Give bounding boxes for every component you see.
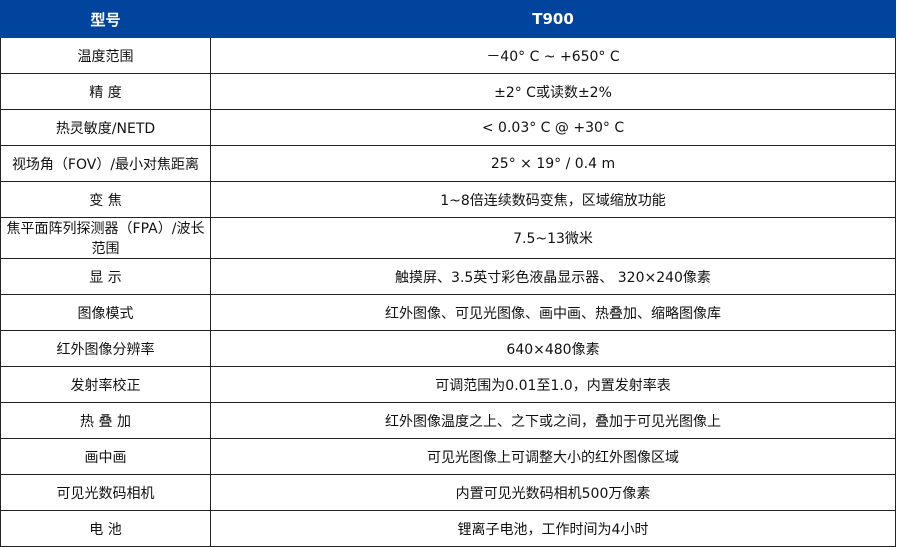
header-label: 型号 — [0, 0, 211, 38]
table-row: 红外图像分辨率 640×480像素 — [0, 330, 896, 367]
spec-label: 热 叠 加 — [0, 402, 211, 439]
spec-value: 锂离子电池，工作时间为4小时 — [210, 510, 896, 547]
spec-value: ±2° C或读数±2% — [210, 73, 896, 110]
header-row: 型号 T900 — [0, 0, 896, 38]
table-row: 画中画 可见光图像上可调整大小的红外图像区域 — [0, 438, 896, 475]
spec-value: 可见光图像上可调整大小的红外图像区域 — [210, 438, 896, 475]
spec-value: 红外图像温度之上、之下或之间，叠加于可见光图像上 — [210, 402, 896, 439]
spec-value: 内置可见光数码相机500万像素 — [210, 474, 896, 511]
spec-label: 精 度 — [0, 73, 211, 110]
spec-value: < 0.03° C @ +30° C — [210, 109, 896, 146]
spec-value: 7.5~13微米 — [210, 217, 896, 259]
table-row: 图像模式 红外图像、可见光图像、画中画、热叠加、缩略图像库 — [0, 294, 896, 331]
table-row: 可见光数码相机 内置可见光数码相机500万像素 — [0, 474, 896, 511]
spec-label: 红外图像分辨率 — [0, 330, 211, 367]
table-row: 电 池锂离子电池，工作时间为4小时 — [0, 510, 896, 547]
spec-value: 1~8倍连续数码变焦，区域缩放功能 — [210, 181, 896, 218]
spec-value: －40° C ~ +650° C — [210, 37, 896, 74]
table-row: 显 示触摸屏、3.5英寸彩色液晶显示器、 320×240像素 — [0, 258, 896, 295]
spec-value: 触摸屏、3.5英寸彩色液晶显示器、 320×240像素 — [210, 258, 896, 295]
spec-value: 红外图像、可见光图像、画中画、热叠加、缩略图像库 — [210, 294, 896, 331]
spec-label: 变 焦 — [0, 181, 211, 218]
table-row: 热灵敏度/NETD < 0.03° C @ +30° C — [0, 109, 896, 146]
spec-label: 发射率校正 — [0, 366, 211, 403]
table-row: 温度范围 －40° C ~ +650° C — [0, 37, 896, 74]
spec-label: 可见光数码相机 — [0, 474, 211, 511]
spec-label: 视场角（FOV）/最小对焦距离 — [0, 145, 211, 182]
spec-label: 显 示 — [0, 258, 211, 295]
spec-label: 温度范围 — [0, 37, 211, 74]
table-row: 变 焦 1~8倍连续数码变焦，区域缩放功能 — [0, 181, 896, 218]
spec-value: 640×480像素 — [210, 330, 896, 367]
spec-label: 焦平面阵列探测器（FPA）/波长范围 — [0, 217, 211, 259]
table-row: 精 度 ±2° C或读数±2% — [0, 73, 896, 110]
spec-label: 电 池 — [0, 510, 211, 547]
spec-label: 图像模式 — [0, 294, 211, 331]
spec-label: 热灵敏度/NETD — [0, 109, 211, 146]
table-row: 视场角（FOV）/最小对焦距离 25° × 19° / 0.4 m — [0, 145, 896, 182]
table-row: 热 叠 加红外图像温度之上、之下或之间，叠加于可见光图像上 — [0, 402, 896, 439]
table-row: 焦平面阵列探测器（FPA）/波长范围 7.5~13微米 — [0, 217, 896, 259]
spec-value: 可调范围为0.01至1.0，内置发射率表 — [210, 366, 896, 403]
table-row: 发射率校正 可调范围为0.01至1.0，内置发射率表 — [0, 366, 896, 403]
spec-value: 25° × 19° / 0.4 m — [210, 145, 896, 182]
spec-label: 画中画 — [0, 438, 211, 475]
header-value: T900 — [210, 0, 896, 38]
